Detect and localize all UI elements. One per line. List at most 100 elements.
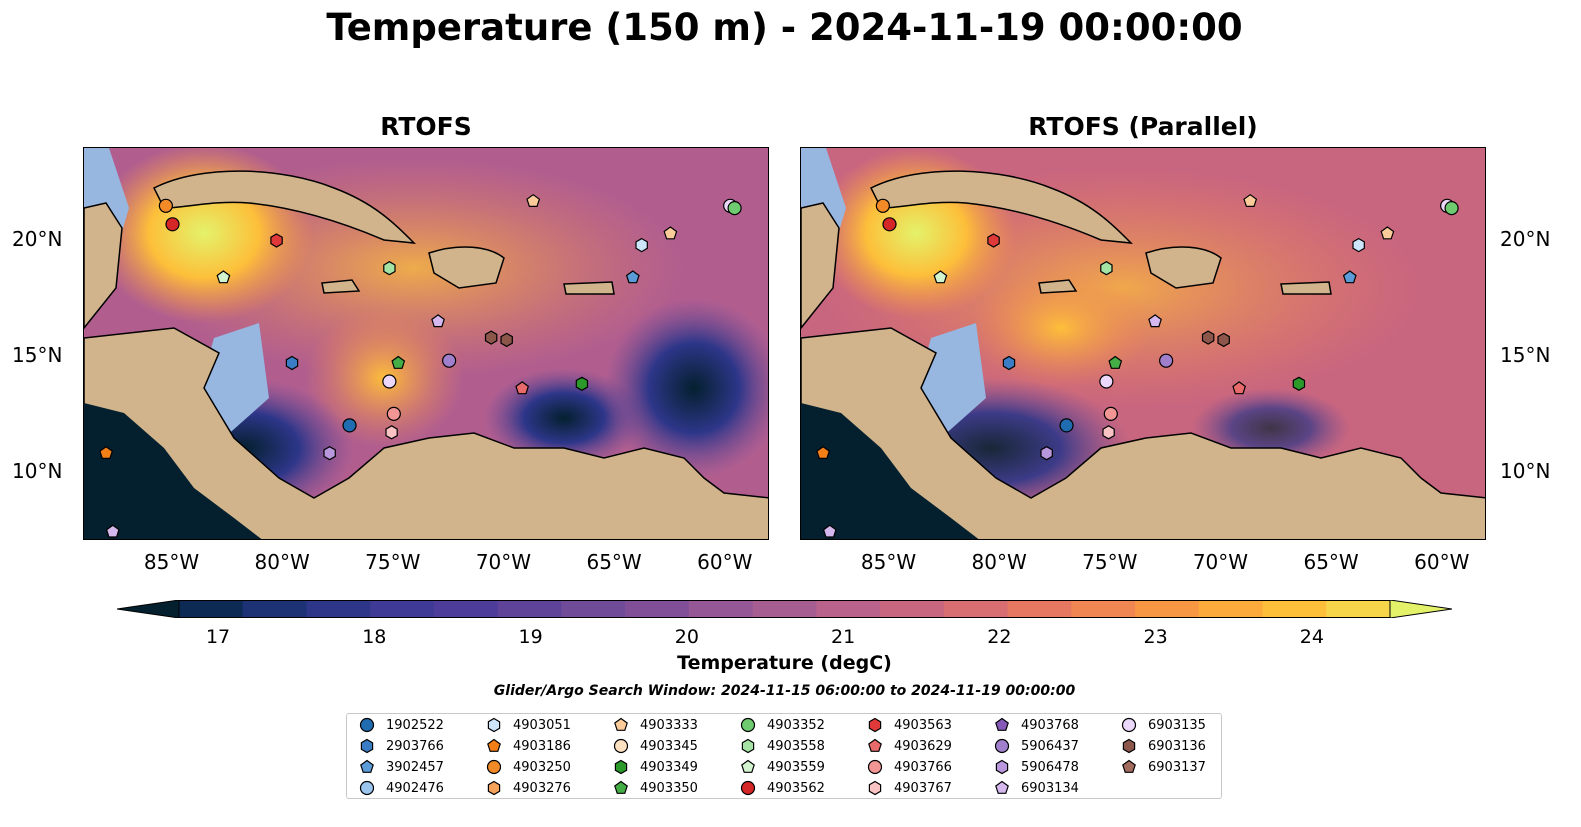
legend-item-6903135: 6903135	[1119, 715, 1206, 735]
legend-item-4903559: 4903559	[738, 757, 825, 777]
lon-tick-label: 80°W	[971, 550, 1027, 574]
colorbar-extend-low	[117, 600, 180, 618]
float-marker-4903350[interactable]	[391, 355, 406, 369]
legend-item-4903562: 4903562	[738, 778, 825, 798]
float-marker-4903559[interactable]	[216, 270, 231, 284]
legend-marker-icon	[360, 738, 374, 754]
legend-marker-icon	[613, 738, 629, 754]
float-marker-4903562[interactable]	[165, 217, 180, 232]
float-marker-4903352[interactable]	[727, 201, 742, 216]
legend-item-4903766: 4903766	[865, 757, 952, 777]
figure-title: Temperature (150 m) - 2024-11-19 00:00:0…	[326, 6, 1243, 49]
colorbar-segment	[752, 600, 817, 618]
float-marker-5906478[interactable]	[1040, 446, 1053, 461]
lat-tick-label-left: 10°N	[12, 458, 63, 483]
lon-tick-label: 70°W	[1192, 550, 1249, 574]
lon-tick-label: 60°W	[697, 550, 753, 574]
float-marker-6903135[interactable]	[382, 374, 397, 389]
float-marker-4903563[interactable]	[270, 233, 283, 248]
float-marker-5906437[interactable]	[442, 353, 457, 368]
float-marker-4903349[interactable]	[1292, 376, 1306, 391]
float-marker-4903767[interactable]	[385, 425, 398, 440]
colorbar-tick-label: 23	[1143, 626, 1168, 648]
float-marker-4903051[interactable]	[635, 237, 648, 253]
lat-tick-label-right: 20°N	[1500, 227, 1551, 252]
legend-marker-icon	[740, 780, 756, 796]
float-marker-4903629[interactable]	[1232, 381, 1247, 395]
float-marker-4903352[interactable]	[1444, 201, 1459, 216]
float-marker-4903629[interactable]	[515, 381, 530, 395]
float-marker-4903558[interactable]	[383, 261, 396, 276]
lon-tick-label: 85°W	[860, 550, 917, 574]
float-marker-4903767[interactable]	[1102, 425, 1115, 440]
legend-marker-icon	[360, 759, 374, 773]
legend-item-2903766: 2903766	[357, 736, 444, 756]
float-marker-3902457[interactable]	[625, 270, 640, 284]
legend-marker-icon	[359, 717, 375, 733]
float-marker-6903136[interactable]	[484, 330, 498, 345]
legend-marker-icon	[1122, 759, 1136, 773]
colorbar	[117, 600, 1452, 618]
legend-marker-icon	[486, 759, 502, 775]
float-marker-4903250[interactable]	[875, 198, 890, 213]
legend-item-4903350: 4903350	[611, 778, 698, 798]
float-marker-6903136[interactable]	[1201, 330, 1215, 345]
float-marker-4903333[interactable]	[1380, 226, 1395, 240]
float-marker-4903333[interactable]	[526, 193, 541, 208]
float-marker-1902522[interactable]	[342, 418, 357, 433]
float-marker-6903134[interactable]	[431, 314, 445, 328]
legend-item-4903768: 4903768	[992, 715, 1079, 735]
panel-title-rtofs: RTOFS	[380, 112, 472, 141]
float-marker-4903766[interactable]	[1103, 406, 1118, 421]
float-marker-4903250[interactable]	[158, 198, 173, 213]
legend-label: 4903562	[767, 780, 825, 796]
float-marker-6903134[interactable]	[105, 524, 120, 538]
float-marker-2903766[interactable]	[285, 355, 299, 371]
float-marker-4903562[interactable]	[882, 217, 897, 232]
float-legend: 1902522 2903766 3902457 4902476 4903051 49031…	[346, 713, 1222, 799]
float-marker-5906478[interactable]	[323, 446, 336, 461]
float-marker-6903134[interactable]	[822, 524, 837, 538]
map-panel-rtofs-parallel[interactable]	[800, 147, 1486, 540]
float-marker-5906437[interactable]	[1159, 353, 1174, 368]
legend-label: 4903250	[513, 759, 571, 775]
float-marker-4903766[interactable]	[386, 406, 401, 421]
colorbar-segment	[816, 600, 881, 618]
float-marker-6903135[interactable]	[1099, 374, 1114, 389]
float-marker-3902457[interactable]	[1342, 270, 1357, 284]
float-marker-6903134[interactable]	[1148, 314, 1162, 328]
float-marker-4903559[interactable]	[933, 270, 948, 284]
float-marker-6903136[interactable]	[1217, 332, 1230, 348]
legend-marker-icon	[868, 738, 882, 752]
float-marker-4903333[interactable]	[663, 226, 678, 240]
lat-tick-label-left: 15°N	[12, 343, 63, 368]
float-marker-1902522[interactable]	[1059, 418, 1074, 433]
float-marker-4903350[interactable]	[1108, 355, 1123, 369]
float-marker-4903333[interactable]	[1243, 193, 1258, 208]
float-marker-4903558[interactable]	[1100, 261, 1113, 276]
float-marker-2903766[interactable]	[1002, 355, 1016, 371]
lat-tick-label-right: 10°N	[1500, 458, 1551, 483]
float-marker-6903136[interactable]	[500, 332, 513, 348]
legend-marker-icon	[487, 717, 501, 733]
legend-label: 4903767	[894, 780, 952, 796]
colorbar-tick-label: 24	[1299, 626, 1324, 648]
legend-label: 4903768	[1021, 717, 1079, 733]
legend-label: 4903766	[894, 759, 952, 775]
legend-item-6903136: 6903136	[1119, 736, 1206, 756]
float-marker-4903563[interactable]	[987, 233, 1000, 248]
lat-tick-label-left: 20°N	[12, 227, 63, 252]
legend-label: 4903333	[640, 717, 698, 733]
legend-label: 4903276	[513, 780, 571, 796]
float-marker-4903051[interactable]	[1352, 237, 1365, 253]
legend-item-4903333: 4903333	[611, 715, 698, 735]
legend-item-6903137: 6903137	[1119, 757, 1206, 777]
float-marker-4903186[interactable]	[816, 445, 831, 459]
float-marker-4903349[interactable]	[575, 376, 589, 391]
legend-marker-icon	[994, 738, 1010, 754]
legend-label: 4903629	[894, 738, 952, 754]
legend-label: 1902522	[386, 717, 444, 733]
lat-tick-label-right: 15°N	[1500, 343, 1551, 368]
float-marker-4903186[interactable]	[99, 445, 114, 459]
map-panel-rtofs[interactable]	[83, 147, 769, 540]
